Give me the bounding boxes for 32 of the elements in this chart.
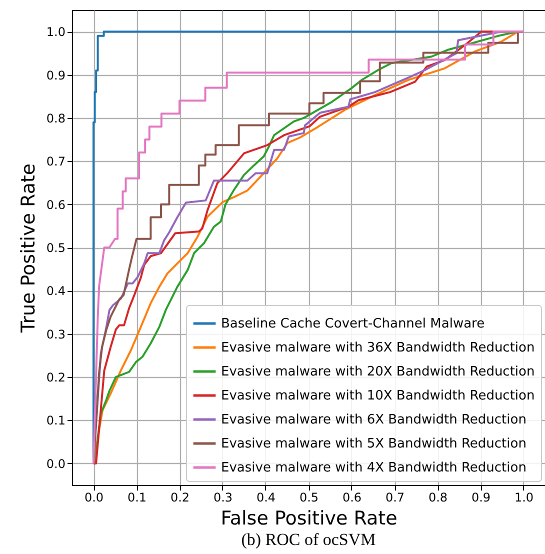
- x-axis-title: False Positive Rate: [220, 508, 398, 530]
- y-axis-title: True Positive Rate: [17, 163, 40, 334]
- x-tick-label: 0.2: [170, 490, 190, 504]
- legend-label: Evasive malware with 10X Bandwidth Reduction: [221, 388, 535, 404]
- x-tick-label: 1.0: [514, 490, 534, 504]
- legend-label: Evasive malware with 6X Bandwidth Reduction: [221, 412, 526, 428]
- legend-label: Evasive malware with 36X Bandwidth Reduction: [221, 340, 535, 356]
- y-tick-label: 0.1: [46, 414, 66, 428]
- x-tick-label: 0.9: [471, 490, 491, 504]
- x-tick-label: 0.7: [385, 490, 405, 504]
- x-tick-label: 0.6: [342, 490, 362, 504]
- y-tick-label: 0.7: [46, 154, 66, 169]
- x-tick-label: 0.3: [213, 490, 233, 504]
- y-tick-label: 0.0: [46, 456, 66, 471]
- y-tick-label: 0.3: [46, 327, 66, 342]
- legend-label: Baseline Cache Covert-Channel Malware: [221, 316, 485, 332]
- x-tick-label: 0.1: [127, 490, 147, 504]
- text: (b) ROC of ocSVM: [241, 530, 376, 549]
- legend-label: Evasive malware with 4X Bandwidth Reduction: [221, 460, 526, 476]
- x-tick-label: 0.4: [256, 490, 276, 504]
- y-tick-label: 0.5: [46, 241, 66, 255]
- y-tick-label: 0.6: [46, 198, 66, 212]
- x-tick-label: 0.5: [299, 490, 319, 504]
- x-tick-label: 0.8: [428, 490, 448, 504]
- x-tick-label: 0.0: [84, 490, 104, 504]
- y-tick-label: 0.8: [46, 111, 66, 126]
- legend-label: Evasive malware with 20X Bandwidth Reduction: [221, 364, 535, 380]
- y-tick-label: 1.0: [46, 25, 66, 40]
- y-tick-label: 0.2: [46, 370, 66, 385]
- legend-label: Evasive malware with 5X Bandwidth Reduction: [221, 436, 526, 452]
- y-tick-label: 0.4: [46, 284, 66, 298]
- y-tick-label: 0.9: [46, 68, 66, 82]
